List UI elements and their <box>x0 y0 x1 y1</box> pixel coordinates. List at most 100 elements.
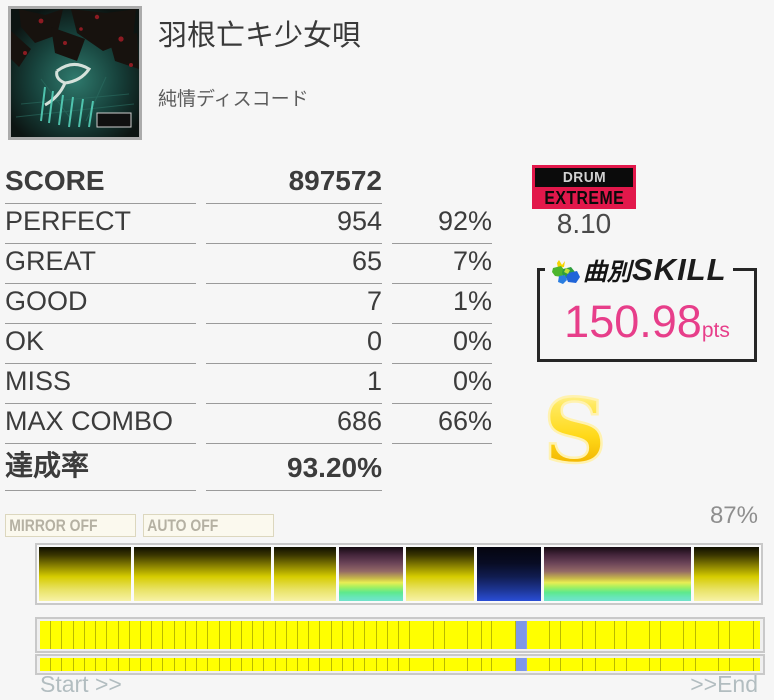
timeline-cell <box>40 658 52 671</box>
timeline-cell <box>354 658 366 671</box>
timeline-cell <box>40 621 52 649</box>
timeline-cell <box>298 658 310 671</box>
judgment-percent: 92% <box>392 206 492 244</box>
timeline-cell <box>253 621 265 649</box>
timeline-cell <box>615 658 627 671</box>
judgment-count: 1 <box>206 366 382 404</box>
timeline-marker-cell <box>515 658 527 671</box>
timeline-end-label: >>End <box>690 671 758 697</box>
judgment-label: PERFECT <box>5 206 196 244</box>
timeline-cell <box>118 658 130 671</box>
timeline-cell <box>482 621 493 649</box>
timeline-cell <box>595 621 616 649</box>
judgment-percent: 66% <box>392 406 492 444</box>
auto-toggle[interactable]: AUTO OFF <box>143 514 274 537</box>
timeline-cell <box>129 658 141 671</box>
timeline-cell <box>241 621 254 649</box>
timeline-cell <box>342 658 355 671</box>
timeline-cell <box>320 621 332 649</box>
timeline-cell <box>331 621 343 649</box>
timeline-cell <box>561 658 583 671</box>
timeline-cell <box>753 658 761 671</box>
rank-badge: S <box>536 378 614 485</box>
score-value: 897572 <box>206 165 382 204</box>
timeline-cell <box>444 658 469 671</box>
timeline-cell <box>376 658 388 671</box>
timeline-cell <box>492 621 516 649</box>
timeline-cell <box>561 621 583 649</box>
timeline-cell <box>84 621 97 649</box>
song-artist: 純情ディスコード <box>158 89 309 110</box>
timeline-cell <box>399 658 411 671</box>
timeline-cell <box>163 621 175 649</box>
timeline-cell <box>695 658 719 671</box>
graph-segment-yellow <box>134 547 272 601</box>
skill-logo: 曲別 SKILL <box>545 254 733 285</box>
timeline-cell <box>219 621 231 649</box>
judgment-count: 686 <box>206 406 382 444</box>
svg-text:S: S <box>543 388 607 478</box>
timeline-cell <box>387 658 399 671</box>
timeline-cell <box>365 621 377 649</box>
timeline-cell <box>526 658 551 671</box>
timeline-cell <box>286 621 299 649</box>
timeline-cell <box>309 658 321 671</box>
timeline-cell <box>410 621 434 649</box>
timeline-cell <box>230 658 242 671</box>
timeline-cell <box>354 621 366 649</box>
timeline-cell <box>140 621 153 649</box>
timeline-cell <box>342 621 355 649</box>
judgment-label: MAX COMBO <box>5 406 196 444</box>
timeline-bar-top <box>35 617 765 653</box>
timeline-cell <box>174 621 186 649</box>
timeline-cell <box>197 621 209 649</box>
timeline-cell <box>433 621 445 649</box>
timeline-cell <box>695 621 719 649</box>
timeline-cell <box>526 621 551 649</box>
timeline-cell <box>219 658 231 671</box>
timeline-cell <box>62 658 74 671</box>
skill-box: 曲別 SKILL 150.98pts <box>537 254 757 362</box>
timeline-cell <box>376 621 388 649</box>
mirror-toggle[interactable]: MIRROR OFF <box>5 514 136 537</box>
timeline-cell <box>73 658 85 671</box>
timeline-cell <box>649 621 662 649</box>
timeline-cell <box>129 621 141 649</box>
timeline-cell <box>107 658 119 671</box>
timeline-cell <box>482 658 493 671</box>
timeline-cell <box>174 658 186 671</box>
judgment-count: 7 <box>206 286 382 324</box>
timeline-cell <box>96 658 108 671</box>
timeline-cell <box>163 658 175 671</box>
skill-points-unit: pts <box>701 319 730 342</box>
judgment-row-perfect: PERFECT 954 92% <box>5 204 492 244</box>
timeline-cell <box>387 621 399 649</box>
graph-segment-rainbow <box>543 547 691 601</box>
score-label: SCORE <box>5 165 196 204</box>
judgment-percent: 0% <box>392 366 492 404</box>
timeline-cell <box>51 658 63 671</box>
graph-segment-rainbow <box>339 547 403 601</box>
graph-segment-yellow <box>274 547 337 601</box>
skill-logo-kanji: 曲別 <box>583 259 631 286</box>
timeline-cell <box>615 621 627 649</box>
auto-toggle-label: AUTO OFF <box>147 515 219 535</box>
timeline-cell <box>62 621 74 649</box>
score-table: SCORE 897572 PERFECT 954 92% GREAT 65 7%… <box>5 160 492 491</box>
timeline-cell <box>185 658 198 671</box>
difficulty-game-label: DRUM <box>562 169 606 186</box>
timeline-cell <box>286 658 299 671</box>
timeline-cell <box>582 658 596 671</box>
timeline-cell <box>492 658 516 671</box>
timeline-cell <box>320 658 332 671</box>
timeline-cell <box>661 658 685 671</box>
judgment-count: 0 <box>206 326 382 364</box>
timeline-cell <box>275 658 287 671</box>
rank-letter-icon: S <box>542 378 608 485</box>
timeline-cell <box>661 621 685 649</box>
skill-logo-latin: SKILL <box>632 252 727 287</box>
timeline-bar-bottom <box>35 654 765 675</box>
timeline-cell <box>753 621 761 649</box>
judgment-percent: 7% <box>392 246 492 284</box>
judgment-label: OK <box>5 326 196 364</box>
